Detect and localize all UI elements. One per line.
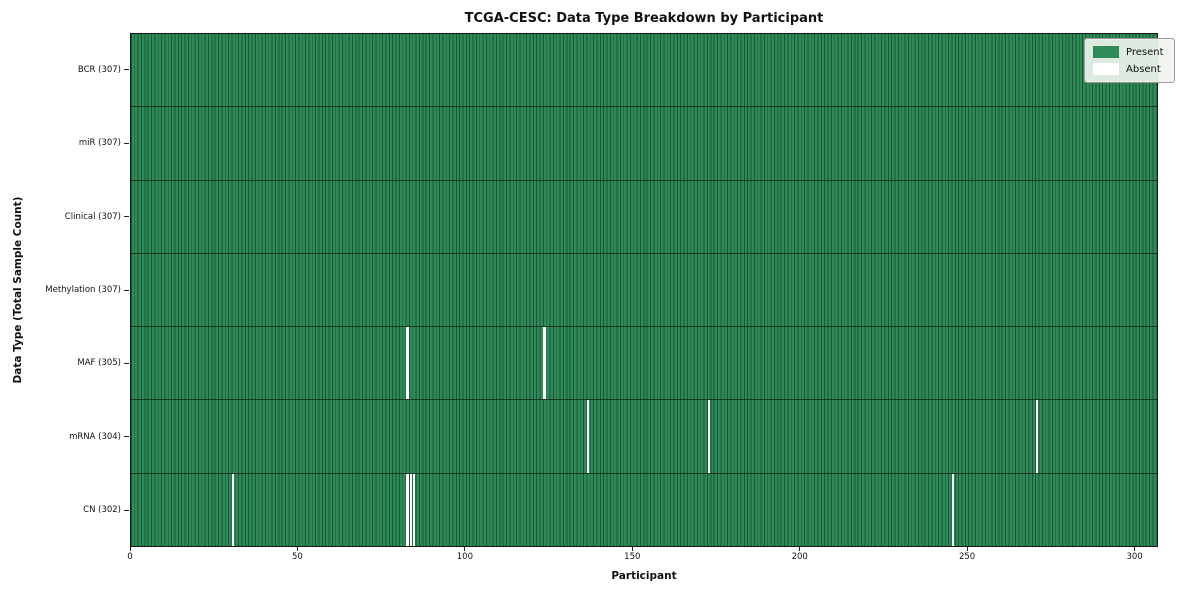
- x-tick-mark: [464, 547, 466, 551]
- absent-stripe: [406, 327, 409, 400]
- heatmap-row-bcr: [131, 34, 1157, 107]
- absent-stripe: [707, 400, 710, 473]
- x-tick-label: 50: [291, 552, 303, 562]
- y-tick-mark: [124, 436, 129, 438]
- x-tick-label: 300: [1126, 552, 1143, 562]
- y-tick-mark: [124, 69, 129, 71]
- absent-stripe: [543, 327, 546, 400]
- x-tick-label: 0: [127, 552, 133, 562]
- y-tick-label: CN (302): [83, 505, 121, 516]
- x-tick-mark: [129, 547, 131, 551]
- absent-stripe: [232, 473, 235, 546]
- absent-stripe: [412, 473, 416, 546]
- x-tick-mark: [799, 547, 801, 551]
- absent-stripe: [406, 473, 409, 546]
- x-tick-label: 200: [791, 552, 808, 562]
- legend: Present Absent: [1084, 38, 1175, 83]
- plot-area: [130, 33, 1158, 547]
- absent-stripe: [951, 473, 955, 546]
- y-tick-label: MAF (305): [77, 358, 121, 369]
- legend-swatch-absent: [1093, 63, 1119, 75]
- y-tick-label: miR (307): [78, 138, 121, 149]
- heatmap-row-mrna: [131, 399, 1157, 473]
- legend-label: Absent: [1126, 63, 1161, 75]
- absent-stripe: [409, 473, 412, 546]
- y-tick-label: mRNA (304): [69, 431, 121, 442]
- x-tick-mark: [966, 547, 968, 551]
- y-tick-mark: [124, 216, 129, 218]
- legend-label: Present: [1126, 46, 1164, 58]
- heatmap-row-maf: [131, 326, 1157, 400]
- legend-entry: Present: [1093, 46, 1164, 58]
- x-tick-label: 150: [624, 552, 641, 562]
- y-tick-mark: [124, 142, 129, 144]
- x-tick-mark: [631, 547, 633, 551]
- x-tick-label: 250: [958, 552, 976, 562]
- x-tick-mark: [1134, 547, 1136, 551]
- y-tick-label: Methylation (307): [45, 285, 121, 295]
- legend-swatch-present: [1093, 46, 1119, 58]
- y-tick-mark: [124, 289, 129, 291]
- y-tick-mark: [124, 509, 129, 511]
- y-tick-label: Clinical (307): [64, 211, 121, 222]
- heatmap-row-clinical: [131, 179, 1157, 253]
- heatmap-row-cn: [131, 472, 1157, 546]
- absent-stripe: [587, 400, 590, 473]
- x-axis-label: Participant: [611, 570, 677, 582]
- absent-stripe: [1035, 400, 1039, 473]
- heatmap-row-mir: [131, 106, 1157, 180]
- x-tick-label: 100: [456, 552, 473, 562]
- y-tick-label: BCR (307): [77, 64, 121, 75]
- chart-title: TCGA-CESC: Data Type Breakdown by Partic…: [464, 11, 824, 26]
- y-tick-mark: [124, 362, 129, 364]
- legend-entry: Absent: [1093, 63, 1164, 75]
- x-tick-mark: [296, 547, 298, 551]
- heatmap-row-methylation: [131, 252, 1157, 327]
